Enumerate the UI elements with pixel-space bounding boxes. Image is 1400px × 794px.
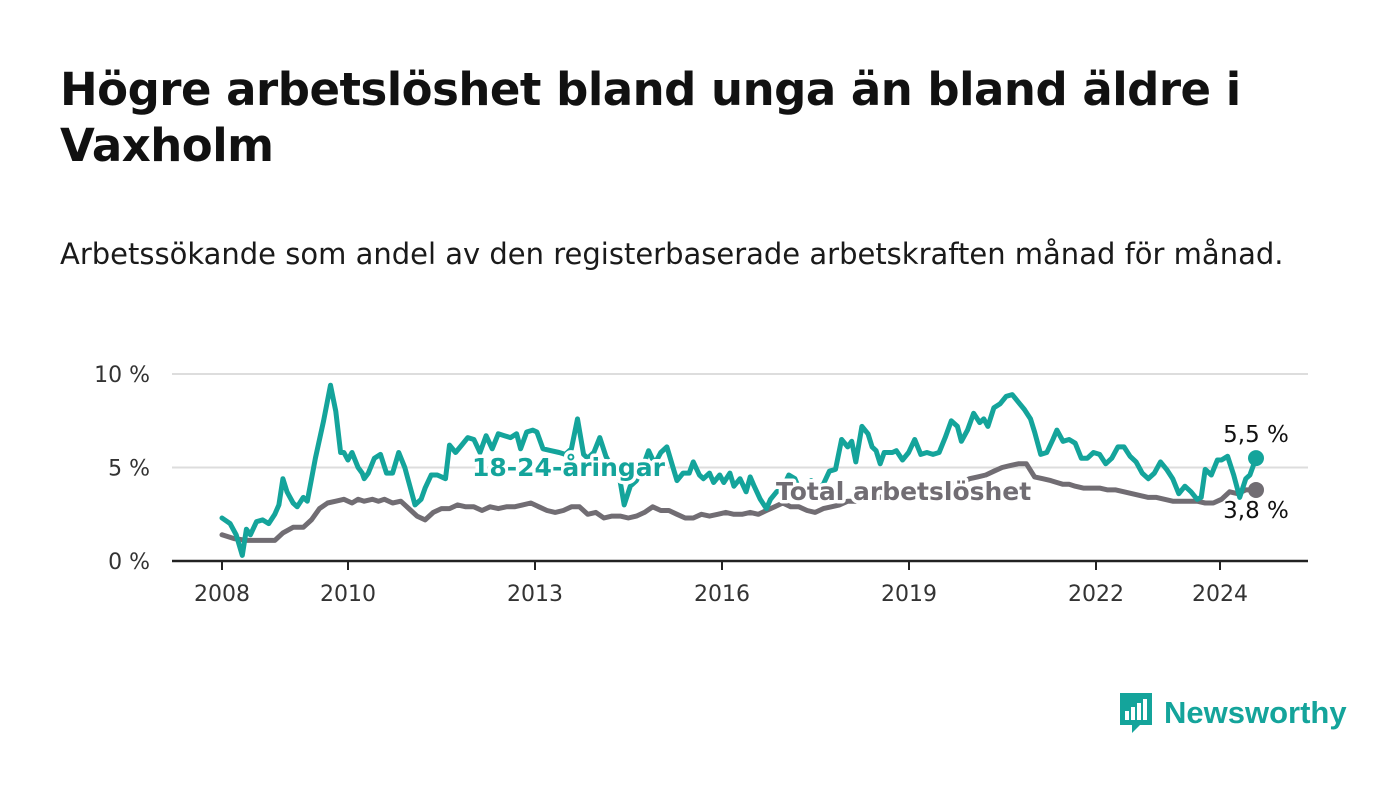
bar-chart-icon xyxy=(1120,693,1152,733)
end-label-youth: 5,5 % xyxy=(1223,422,1289,448)
chart-title: Högre arbetslöshet bland unga än bland ä… xyxy=(60,63,1241,172)
series-line-youth xyxy=(219,382,1259,558)
newsworthy-logo: Newsworthy xyxy=(1118,690,1347,736)
series-label-total: Total arbetslöshet xyxy=(776,477,1031,506)
endpoint-total xyxy=(1248,481,1264,498)
chart-subtitle: Arbetssökande som andel av den registerb… xyxy=(60,237,1284,271)
x-tick-label: 2024 xyxy=(1192,582,1248,607)
series-label-youth: 18-24-åringar xyxy=(472,453,666,482)
brand-name: Newsworthy xyxy=(1164,695,1347,730)
x-tick-label: 2022 xyxy=(1068,582,1124,607)
x-tick-label: 2013 xyxy=(507,582,563,607)
y-tick-label: 5 % xyxy=(108,457,150,482)
end-label-total: 3,8 % xyxy=(1223,498,1289,524)
y-tick-label: 10 % xyxy=(94,363,150,388)
x-tick-label: 2016 xyxy=(694,582,750,607)
line-chart: 0 % 5 % 10 % 2008 2010 2013 2016 2019 2022 2024 5,… xyxy=(94,363,1308,607)
y-tick-label: 0 % xyxy=(108,550,150,575)
series-line-total xyxy=(219,461,1259,543)
x-tick-label: 2008 xyxy=(194,582,250,607)
x-tick-label: 2019 xyxy=(881,582,937,607)
x-tick-label: 2010 xyxy=(320,582,376,607)
endpoint-youth xyxy=(1248,450,1264,467)
